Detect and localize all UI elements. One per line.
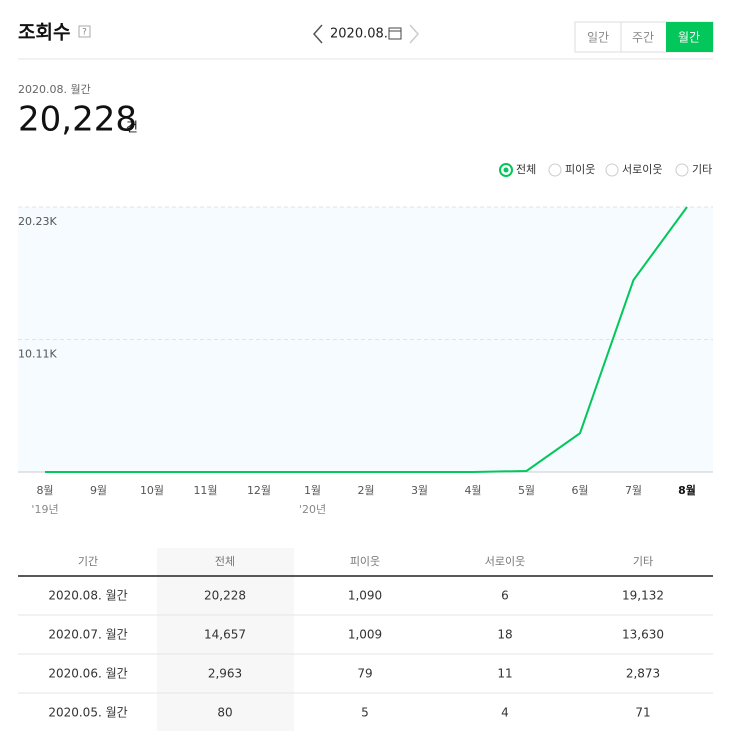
- period: 2020.08. 월간: [18, 83, 91, 96]
- x-sublabel: '19년: [31, 503, 58, 516]
- tab-active[interactable]: [666, 22, 713, 52]
- x-tick-label: 11월: [193, 484, 217, 497]
- filter-label[interactable]: 전체: [516, 163, 536, 176]
- x-sublabel: '20년: [299, 503, 326, 516]
- filter-label[interactable]: 피이웃: [565, 163, 595, 176]
- radio-dot[interactable]: [503, 167, 509, 173]
- cell: 71: [635, 706, 650, 720]
- cell: 13,630: [622, 628, 664, 642]
- column-header: 기타: [633, 555, 653, 568]
- column-header: 피이웃: [350, 555, 380, 568]
- y-tick-label: 10.11K: [18, 348, 57, 361]
- radio[interactable]: [675, 163, 689, 177]
- tab[interactable]: 주간: [632, 31, 654, 45]
- cell: 2020.06. 월간: [48, 667, 127, 681]
- column-header: 기간: [78, 555, 98, 568]
- cell: 1,090: [348, 589, 382, 603]
- x-tick-label: 7월: [625, 484, 642, 497]
- x-tick-label: 5월: [518, 484, 535, 497]
- calendar-icon[interactable]: [388, 27, 402, 40]
- line: [45, 206, 688, 473]
- help-box[interactable]: [78, 25, 91, 38]
- x-tick-label: 8월: [678, 483, 696, 497]
- x-tick-label: 1월: [304, 484, 321, 497]
- cell: 79: [357, 667, 372, 681]
- cell: 2,963: [208, 667, 242, 681]
- cell: 2,873: [626, 667, 660, 681]
- col-highlight: [157, 548, 294, 731]
- x-tick-label: 9월: [90, 484, 107, 497]
- x-tick-label: 2월: [357, 484, 374, 497]
- cell: 1,009: [348, 628, 382, 642]
- x-tick-label: 8월: [36, 484, 53, 497]
- x-tick-label: 3월: [411, 484, 428, 497]
- tab[interactable]: 일간: [587, 31, 609, 45]
- cell: 6: [501, 589, 509, 603]
- cell: 19,132: [622, 589, 664, 603]
- date: 2020.08.: [330, 27, 388, 42]
- unit: 건: [126, 121, 138, 136]
- cell: 18: [497, 628, 512, 642]
- help[interactable]: ?: [82, 28, 87, 38]
- cell: 5: [361, 706, 369, 720]
- column-header: 전체: [215, 555, 235, 568]
- radio[interactable]: [548, 163, 562, 177]
- cell: 14,657: [204, 628, 246, 642]
- filter-label[interactable]: 기타: [692, 163, 712, 176]
- y-tick-label: 20.23K: [18, 215, 57, 228]
- cell: 2020.07. 월간: [48, 628, 127, 642]
- x-tick-label: 4월: [464, 484, 481, 497]
- total: 20,228: [18, 100, 137, 140]
- column-header: 서로이웃: [485, 555, 525, 568]
- radio[interactable]: [605, 163, 619, 177]
- cell: 20,228: [204, 589, 246, 603]
- x-tick-label: 10월: [140, 484, 164, 497]
- next[interactable]: [409, 24, 420, 44]
- x-tick-label: 6월: [571, 484, 588, 497]
- cell: 4: [501, 706, 509, 720]
- title: 조회수: [18, 22, 70, 44]
- cell: 80: [217, 706, 232, 720]
- cell: 2020.08. 월간: [48, 589, 127, 603]
- prev[interactable]: [312, 24, 323, 44]
- tab[interactable]: 월간: [678, 31, 700, 45]
- cell: 11: [497, 667, 512, 681]
- cell: 2020.05. 월간: [48, 706, 127, 720]
- filter-label[interactable]: 서로이웃: [622, 163, 662, 176]
- x-tick-label: 12월: [247, 484, 271, 497]
